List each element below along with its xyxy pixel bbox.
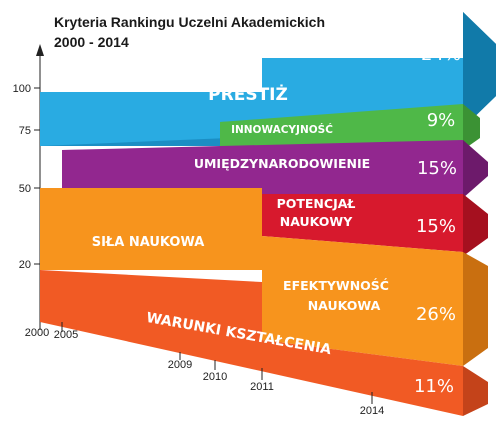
label-prestiz: PRESTIŻ — [208, 83, 288, 105]
band-sila-naukowa — [40, 188, 262, 270]
x-tick-label-2011: 2011 — [250, 381, 274, 393]
chart-title-block: Kryteria Rankingu Uczelni Akademickich 2… — [54, 12, 325, 52]
x-tick-label-2009: 2009 — [168, 359, 192, 371]
y-tick-label-75: 75 — [19, 125, 31, 137]
label-efektywnosc-line1: EFEKTYWNOŚĆ — [283, 278, 389, 293]
pct-warunki: 11% — [414, 376, 454, 397]
x-tick-label-2010: 2010 — [203, 371, 227, 383]
x-tick-label-2014: 2014 — [360, 405, 384, 417]
label-innowacyjnosc: INNOWACYJNOŚĆ — [231, 123, 333, 136]
y-tick-label-50: 50 — [19, 183, 31, 195]
pct-innowacyjnosc: 9% — [427, 110, 456, 131]
pct-prestiz: 24% — [421, 44, 461, 65]
band-warunki — [40, 270, 488, 416]
pct-efektywnosc: 26% — [416, 304, 456, 325]
x-ticks: 2000 2005 2009 2010 2011 2014 — [25, 322, 384, 417]
pct-umiedzynarodowienie: 15% — [417, 158, 457, 179]
pct-potencjal: 15% — [416, 216, 456, 237]
label-efektywnosc-line2: NAUKOWA — [308, 298, 381, 313]
label-potencjal-line1: POTENCJAŁ — [277, 196, 356, 211]
chart-title: Kryteria Rankingu Uczelni Akademickich — [54, 14, 326, 30]
y-axis-arrow-icon — [36, 44, 44, 56]
x-tick-label-2000: 2000 — [25, 327, 49, 339]
y-ticks: 100 75 50 20 — [13, 83, 40, 271]
label-sila-naukowa: SIŁA NAUKOWA — [92, 235, 205, 250]
band-efektywnosc — [262, 236, 488, 366]
band-potencjal — [262, 194, 488, 256]
band-umiedzynarodowienie — [40, 140, 488, 198]
label-umiedzynarodowienie: UMIĘDZYNARODOWIENIE — [194, 156, 370, 171]
y-tick-label-100: 100 — [13, 83, 31, 95]
x-tick-label-2005: 2005 — [54, 329, 78, 341]
label-potencjal-line2: NAUKOWY — [280, 214, 353, 229]
chart-subtitle: 2000 - 2014 — [54, 34, 129, 50]
band-innowacyjnosc — [220, 104, 480, 150]
y-tick-label-20: 20 — [19, 259, 31, 271]
